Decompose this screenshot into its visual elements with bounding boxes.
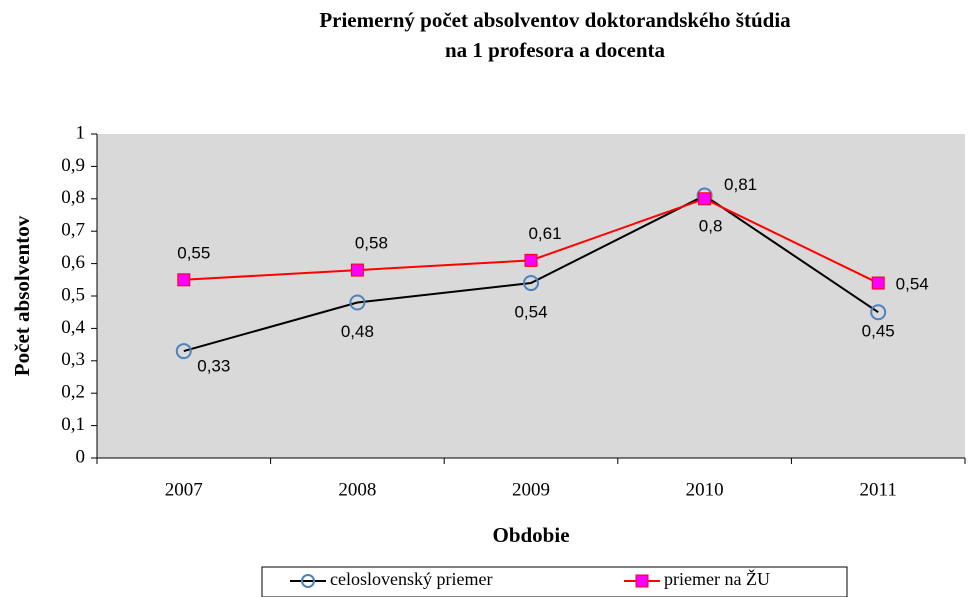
data-label: 0,54 [896, 275, 929, 294]
y-tick-label: 0 [76, 446, 86, 467]
legend-marker [301, 574, 315, 588]
y-tick-label: 0,4 [61, 317, 85, 338]
marker [870, 304, 887, 321]
y-tick-label: 0,7 [61, 220, 85, 241]
data-label: 0,81 [724, 175, 757, 194]
marker [523, 275, 539, 292]
y-tick-label: 0,9 [61, 155, 85, 176]
data-label: 0,61 [528, 224, 561, 243]
y-tick-label: 0,3 [61, 349, 85, 370]
x-tick-label: 2009 [512, 479, 550, 500]
chart-title: na 1 profesora a docenta [445, 38, 666, 62]
x-tick-label: 2010 [686, 479, 724, 500]
y-axis-label: Počet absolventov [10, 215, 34, 376]
data-label: 0,55 [177, 243, 210, 262]
chart-title: Priemerný počet absolventov doktorandské… [319, 8, 791, 32]
x-axis-label: Obdobie [492, 523, 569, 547]
y-tick-label: 0,2 [61, 382, 85, 403]
y-tick-label: 0,6 [61, 252, 85, 273]
x-tick-label: 2007 [165, 479, 203, 500]
x-tick-label: 2011 [860, 479, 897, 500]
marker [698, 192, 712, 206]
legend-marker [635, 574, 649, 588]
data-label: 0,8 [699, 216, 723, 235]
series-line [183, 194, 879, 353]
x-tick-label: 2008 [338, 479, 376, 500]
marker [175, 343, 192, 360]
plot-area [97, 134, 965, 458]
legend-label: priemer na ŽU [664, 568, 770, 589]
marker [871, 276, 885, 290]
marker [350, 263, 364, 277]
data-label: 0,48 [341, 322, 374, 341]
y-tick-label: 0,5 [61, 284, 85, 305]
marker [177, 273, 191, 287]
y-tick-label: 0,8 [61, 187, 85, 208]
data-label: 0,58 [355, 234, 388, 253]
y-tick-label: 1 [76, 122, 86, 143]
data-label: 0,54 [514, 303, 547, 322]
data-label: 0,33 [197, 357, 230, 376]
legend-label: celoslovenský priemer [330, 569, 492, 589]
legend-box [261, 566, 848, 597]
y-tick-label: 0,1 [61, 414, 85, 435]
data-label: 0,45 [862, 322, 895, 341]
marker [524, 253, 538, 267]
marker [349, 294, 366, 311]
